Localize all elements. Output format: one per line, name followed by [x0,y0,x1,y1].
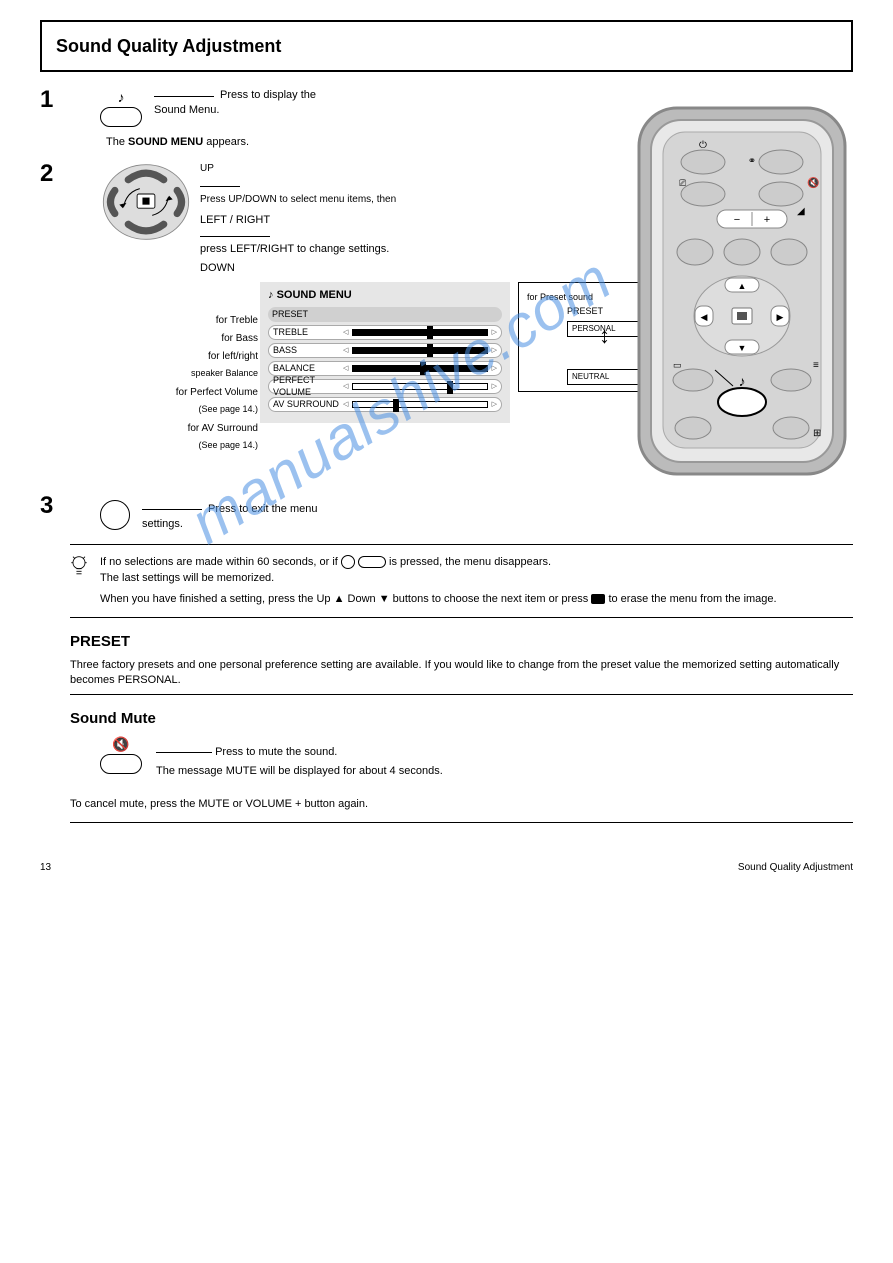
svg-text:⊞: ⊞ [813,428,821,439]
hint1b: is pressed, the menu disappears. [389,556,551,568]
soundmute-heading: Sound Mute [70,709,853,729]
svg-text:⏻: ⏻ [699,140,707,151]
hint3b: to erase the menu from the image. [608,593,776,605]
nav-pad-icon [100,162,192,242]
remote-control-illustration: ⏻ ⚭ ⎚ 🔇 − + ◢ ▲ ▼ ◀ ▶ ▭ ≡ ♪ ⊞ [637,106,847,476]
step1-cap-a: The [106,136,128,148]
lbl-av: for AV Surround [100,418,258,436]
lbl-pv: for Perfect Volume [100,382,258,400]
nav-label-left: LEFT [200,214,227,226]
hint2: The last settings will be memorized. [100,571,777,586]
svg-text:▼: ▼ [738,343,747,353]
svg-text:−: − [734,214,740,226]
step2-r1b: to select menu items, then [279,194,396,205]
sound-menu-button-icon: ♪ [100,88,142,127]
preset-para: Three factory presets and one personal p… [70,658,853,688]
svg-text:♪: ♪ [739,373,746,389]
circle-button-icon [341,555,355,569]
menu-row-preset: PRESET [268,307,502,322]
mute-cancel: To cancel mute, press the MUTE or VOLUME… [70,797,853,812]
menu-row-perfvol: PERFECT VOLUME◁ ▷ [268,379,502,394]
step1-text-a: Press [220,89,251,101]
mute-caption: The message MUTE will be displayed for a… [156,764,443,779]
nav-label-down: DOWN [200,262,235,274]
step1-text-line2: Sound Menu. [154,103,316,118]
menu-row-avsurr: AV SURROUND◁ ▷ [268,397,502,412]
step-3-num: 3 [40,494,100,532]
step1-cap-bold: SOUND MENU [128,136,203,148]
step3-b: to exit the menu [239,503,317,515]
page-title: Sound Quality Adjustment [56,34,837,58]
lightbulb-icon [70,555,92,584]
panel-preset: PRESET [567,306,603,316]
exit-button-icon [100,500,130,530]
svg-text:◀: ◀ [701,312,708,322]
svg-text:⎚: ⎚ [679,178,687,188]
lbl-balance2: speaker Balance [100,364,258,382]
step-3: 3 Press to exit the menu settings. [40,494,853,532]
step1-cap-c: appears. [206,136,249,148]
step3-c: settings. [142,517,317,532]
lbl-treble: for Treble [100,310,258,328]
step2-r1: Press UP/DOWN [200,194,279,205]
mute-button-icon: 🔇 [100,735,142,774]
svg-text:🔇: 🔇 [807,176,819,189]
music-note-icon: ♪ [118,88,125,107]
page-footer: 13 Sound Quality Adjustment [40,861,853,875]
nav-label-right: RIGHT [236,214,270,226]
svg-text:≡: ≡ [813,360,819,371]
preset-heading: PRESET [70,632,853,652]
step-2-num: 2 [40,162,100,454]
step1-text-c: to display the [251,89,316,101]
menu-row-treble: TREBLE◁ ▷ [268,325,502,340]
hint-block: If no selections are made within 60 seco… [70,555,853,608]
svg-text:▲: ▲ [738,281,747,291]
lbl-pv2: (See page 14.) [100,400,258,418]
step3-a: Press [208,503,239,515]
hint1a: If no selections are made within 60 seco… [100,556,341,568]
page-title-box: Sound Quality Adjustment [40,20,853,72]
ellipse-button-icon [358,556,386,568]
mute-speaker-icon: 🔇 [112,735,129,754]
svg-text:▭: ▭ [673,360,682,370]
osd-title: SOUND MENU [277,289,352,301]
mute-pre: Press [215,746,246,758]
step-1-num: 1 [40,88,100,150]
step2-r2b: to change settings. [297,243,389,255]
center-button-icon [591,594,605,604]
lbl-av2: (See page 14.) [100,436,258,454]
svg-text:⚭: ⚭ [748,156,756,167]
hint3a: When you have finished a setting, press … [100,593,591,605]
updown-arrow-icon: ↕ [599,321,610,351]
mute-post: to mute the sound. [246,746,337,758]
svg-text:+: + [764,214,770,226]
step2-r2: press LEFT/RIGHT [200,243,297,255]
svg-text:▶: ▶ [777,312,784,322]
footer-page-num: 13 [40,861,51,875]
footer-title: Sound Quality Adjustment [738,861,853,875]
svg-text:◢: ◢ [797,206,805,217]
menu-row-bass: BASS◁ ▷ [268,343,502,358]
lbl-bass: for Bass [100,328,258,346]
preset-slot-bottom: NEUTRAL [567,369,639,385]
osd-menu-box: ♪ SOUND MENU PRESET TREBLE◁ ▷ BASS◁ ▷ BA… [260,282,510,423]
